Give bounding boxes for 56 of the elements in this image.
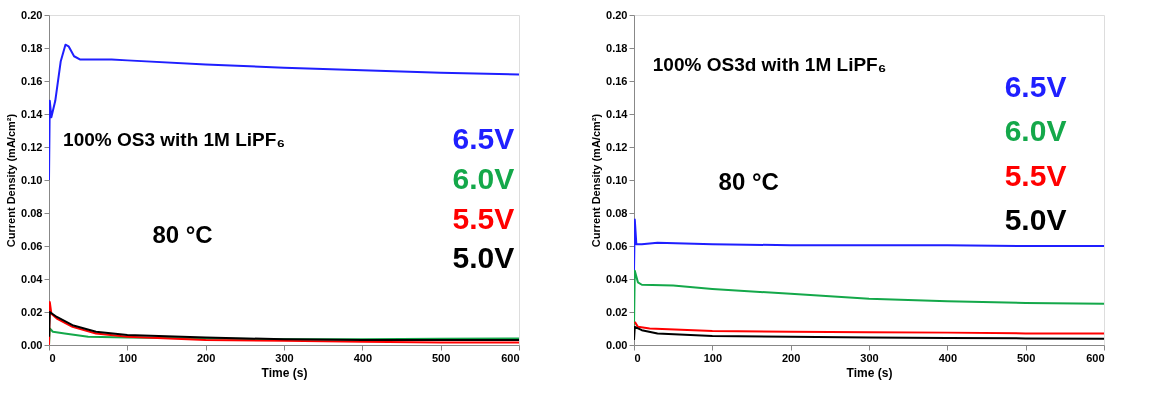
annotation: 100% OS3d with 1M LiPF₆ — [652, 53, 887, 75]
x-tick-label: 0 — [49, 351, 56, 364]
annotation: 80 °C — [718, 168, 779, 196]
y-tick-label: 0.00 — [606, 338, 628, 351]
y-tick-label: 0.14 — [606, 107, 629, 120]
annotation: 80 °C — [152, 221, 213, 249]
line-series — [634, 325, 1104, 342]
y-tick-label: 0.04 — [606, 272, 629, 285]
y-axis-title: Current Density (mA/cm²) — [5, 113, 18, 248]
text: 6.0V — [452, 162, 515, 195]
text: 6.5V — [1004, 69, 1067, 103]
x-tick-label: 100 — [703, 351, 723, 364]
x-tick-label: 500 — [431, 351, 451, 364]
text: 5.0V — [1004, 203, 1067, 237]
y-axis-title: Current Density (mA/cm²) — [590, 113, 603, 248]
text: 5.0V — [452, 241, 515, 275]
x-tick-label: 600 — [501, 351, 520, 364]
y-tick-label: 0.10 — [21, 173, 43, 186]
x-tick-label: 0 — [634, 351, 641, 364]
text: 5.5V — [452, 201, 515, 235]
y-tick-label: 0.14 — [21, 107, 44, 120]
text: 6.0V — [1004, 114, 1067, 148]
y-tick-label: 0.04 — [21, 272, 44, 285]
x-tick-label: 200 — [196, 351, 216, 364]
line-series — [634, 320, 1104, 335]
x-axis-title: Time (s) — [261, 365, 308, 380]
y-tick-label: 0.18 — [606, 41, 628, 54]
y-tick-label: 0.06 — [21, 239, 43, 252]
text: 5.5V — [1004, 158, 1067, 192]
x-tick-label: 200 — [781, 351, 801, 364]
y-tick-label: 0.12 — [21, 140, 43, 153]
y-tick-label: 0.20 — [606, 8, 628, 21]
y-tick-label: 0.02 — [21, 305, 43, 318]
y-tick-label: 0.16 — [21, 74, 43, 87]
y-tick-label: 0.12 — [606, 140, 628, 153]
x-axis-title: Time (s) — [846, 365, 893, 380]
y-tick-label: 0.20 — [21, 8, 43, 21]
y-tick-label: 0.10 — [606, 173, 628, 186]
y-tick-label: 0.00 — [21, 338, 43, 351]
x-tick-label: 400 — [353, 351, 373, 364]
x-tick-label: 500 — [1016, 351, 1036, 364]
x-tick-label: 300 — [860, 351, 879, 364]
x-tick-label: 100 — [118, 351, 138, 364]
y-tick-label: 0.08 — [21, 206, 43, 219]
y-tick-label: 0.08 — [606, 206, 628, 219]
y-tick-label: 0.02 — [606, 305, 628, 318]
line-series — [49, 311, 519, 342]
y-tick-label: 0.18 — [21, 41, 43, 54]
y-tick-label: 0.06 — [606, 239, 628, 252]
x-tick-label: 600 — [1086, 351, 1105, 364]
y-tick-label: 0.16 — [606, 74, 628, 87]
series-label: 6.5V — [452, 122, 515, 156]
line-series — [634, 269, 1104, 327]
x-tick-label: 300 — [275, 351, 294, 364]
x-tick-label: 400 — [938, 351, 958, 364]
annotation: 100% OS3 with 1M LiPF₆ — [63, 129, 286, 151]
